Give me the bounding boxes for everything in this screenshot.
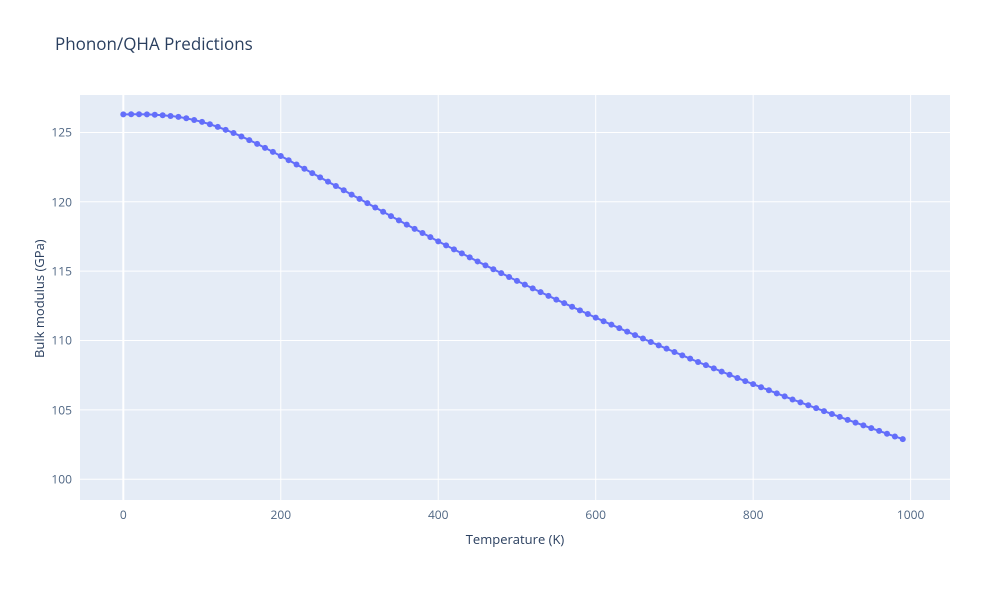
y-tick-label: 125 bbox=[51, 124, 72, 141]
y-tick-label: 120 bbox=[51, 193, 72, 210]
x-axis-title: Temperature (K) bbox=[466, 530, 565, 548]
chart-container: Phonon/QHA Predictions Temperature (K) B… bbox=[0, 0, 1000, 600]
y-tick-label: 100 bbox=[51, 471, 72, 488]
x-tick-label: 1000 bbox=[897, 506, 924, 523]
y-tick-label: 105 bbox=[51, 401, 72, 418]
y-tick-label: 115 bbox=[51, 263, 72, 280]
x-tick-label: 0 bbox=[120, 506, 127, 523]
x-tick-label: 800 bbox=[743, 506, 764, 523]
y-axis-title: Bulk modulus (GPa) bbox=[30, 239, 48, 358]
y-tick-label: 110 bbox=[51, 332, 72, 349]
x-tick-label: 200 bbox=[270, 506, 291, 523]
plot-svg[interactable] bbox=[0, 0, 1000, 600]
x-tick-label: 600 bbox=[585, 506, 606, 523]
x-tick-label: 400 bbox=[428, 506, 449, 523]
